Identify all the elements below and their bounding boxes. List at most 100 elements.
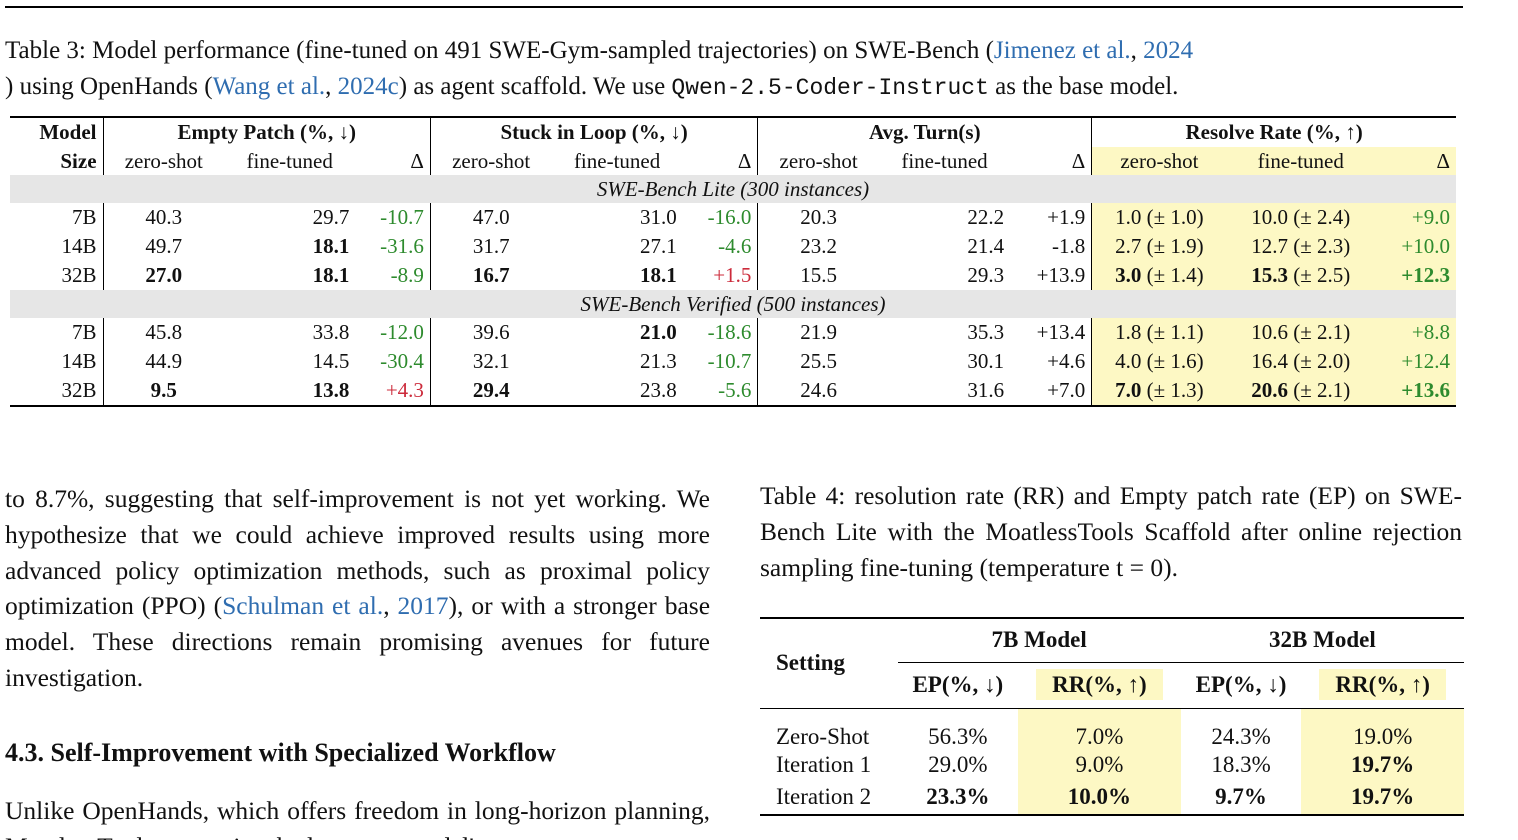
table-row: 14B 44.9 14.5 -30.4 32.1 21.3 -10.7 25.5 30.1 +4.… [10, 347, 1456, 376]
cell-rr-ft: 12.7 (± 2.3) [1226, 232, 1375, 261]
cell-rr-zs: 7.0 (± 1.3) [1091, 376, 1227, 406]
sub-t-delta: Δ [1071, 148, 1086, 173]
table4-subheader-row: EP(%, ↓) RR(%, ↑) EP(%, ↓) RR(%, ↑) [760, 662, 1464, 709]
header-7b-model: 7B Model [897, 618, 1181, 663]
cell-sl-zs: 16.7 [429, 261, 552, 290]
table3-subheader-row: Size zero-shot fine-tuned Δ zero-shot fi… [10, 147, 1456, 175]
header-setting: Setting [760, 618, 898, 709]
cell-sl-ft: 21.0 [639, 320, 677, 344]
header-ep-7b: EP(%, ↓) [897, 662, 1019, 709]
cell-t-ft: 22.2 [967, 205, 1005, 229]
header-ep-32b: EP(%, ↓) [1180, 662, 1302, 709]
citation-link-schulman[interactable]: Schulman et al. [222, 591, 384, 621]
table3-header-row: Model Empty Patch (%, ↓) Stuck in Loop (… [10, 117, 1456, 147]
cell-sl-d: -18.6 [707, 320, 752, 344]
cell-rr-ft: 10.6 (± 2.1) [1226, 318, 1375, 347]
cell-sl-d: -4.6 [718, 234, 752, 258]
cell-ep32: 24.3% [1211, 724, 1271, 749]
citation-year-link-2017[interactable]: 2017 [397, 591, 449, 621]
cell-ep7: 56.3% [928, 724, 988, 749]
cell-ep-d: -12.0 [380, 320, 424, 344]
cell-size: 32B [61, 263, 97, 287]
sub-rr-delta: Δ [1374, 147, 1456, 175]
top-rule [5, 6, 1463, 8]
cell-ep-ft: 18.1 [312, 263, 350, 287]
cell-sl-ft: 27.1 [639, 234, 677, 258]
cell-sl-zs: 31.7 [429, 232, 552, 261]
cell-sl-d: -10.7 [707, 349, 752, 373]
cell-rr-zs: 2.7 (± 1.9) [1091, 232, 1227, 261]
cell-t-ft: 30.1 [967, 349, 1005, 373]
table-row: 7B 45.8 33.8 -12.0 39.6 21.0 -18.6 21.9 35.3 +13.… [10, 318, 1456, 347]
cell-ep-ft: 33.8 [312, 320, 350, 344]
table-row: 14B 49.7 18.1 -31.6 31.7 27.1 -4.6 23.2 21.4 -1.8… [10, 232, 1456, 261]
cell-rr7: 7.0% [1018, 708, 1181, 750]
sub-ep-zero-shot: zero-shot [102, 147, 225, 175]
cell-size: 7B [72, 205, 97, 229]
cell-t-ft: 31.6 [967, 378, 1005, 402]
cell-sl-zs: 29.4 [429, 376, 552, 406]
cell-t-d: +13.4 [1036, 320, 1086, 344]
sub-sl-fine-tuned: fine-tuned [573, 148, 661, 173]
cell-rr7: 10.0% [1018, 779, 1181, 815]
citation-link-wang[interactable]: Wang et al. [212, 73, 326, 100]
cell-ep32: 9.7% [1215, 783, 1267, 809]
cell-size: 14B [61, 349, 97, 373]
table-row: 32B 27.0 18.1 -8.9 16.7 18.1 +1.5 15.5 29.3 +13.9… [10, 261, 1456, 290]
cell-t-zs: 23.2 [757, 232, 879, 261]
cell-rr-zs: 1.0 (± 1.0) [1091, 203, 1227, 232]
sub-rr-fine-tuned: fine-tuned [1226, 147, 1375, 175]
cell-rr-d: +10.0 [1374, 232, 1456, 261]
cell-t-d: +4.6 [1047, 349, 1086, 373]
cell-t-d: +7.0 [1047, 378, 1086, 402]
table-row: 7B 40.3 29.7 -10.7 47.0 31.0 -16.0 20.3 22.2 +1.9… [10, 203, 1456, 232]
cell-size: 32B [61, 378, 97, 402]
cell-ep7: 23.3% [926, 783, 990, 809]
cell-rr7: 9.0% [1018, 750, 1181, 779]
cell-size: 7B [72, 320, 97, 344]
cell-ep7: 29.0% [928, 751, 988, 777]
citation-year-link-2024[interactable]: 2024 [1143, 37, 1194, 64]
citation-link-jimenez[interactable]: Jimenez et al. [993, 37, 1131, 64]
cell-rr-ft: 20.6 (± 2.1) [1226, 376, 1375, 406]
cell-rr-zs: 4.0 (± 1.6) [1091, 347, 1227, 376]
cell-ep-zs: 45.8 [102, 318, 225, 347]
header-rr-32b: RR(%, ↑) [1301, 662, 1464, 709]
cell-rr-ft: 10.0 (± 2.4) [1226, 203, 1375, 232]
cell-t-d: +1.9 [1047, 205, 1086, 229]
table4-caption: Table 4: resolution rate (RR) and Empty … [760, 481, 1462, 582]
section-title: SWE-Bench Lite (300 instances) [10, 175, 1456, 203]
cell-sl-ft: 18.1 [639, 263, 677, 287]
cell-ep-zs: 49.7 [102, 232, 225, 261]
left-body-paragraph: to 8.7%, suggesting that self-improvemen… [5, 484, 711, 692]
cell-rr-zs: 1.8 (± 1.1) [1091, 318, 1227, 347]
cell-ep-d: -8.9 [390, 263, 424, 287]
cell-t-zs: 21.9 [757, 318, 879, 347]
header-empty-patch: Empty Patch (%, ↓) [102, 117, 431, 147]
cell-t-d: +13.9 [1036, 263, 1086, 287]
cell-rr-d: +8.8 [1374, 318, 1456, 347]
table4-header-row: Setting 7B Model 32B Model [760, 618, 1464, 709]
cell-t-zs: 24.6 [757, 376, 879, 406]
sub-sl-zero-shot: zero-shot [429, 147, 552, 175]
cell-sl-ft: 21.3 [639, 349, 677, 373]
section-row: SWE-Bench Verified (500 instances) [10, 290, 1456, 318]
table3: Model Empty Patch (%, ↓) Stuck in Loop (… [10, 116, 1456, 407]
table3-caption-text-2: ) using OpenHands ( [5, 73, 213, 100]
cell-sl-ft: 31.0 [639, 205, 677, 229]
citation-year-link-2024c[interactable]: 2024c [337, 73, 399, 100]
cell-rr-d: +12.3 [1374, 261, 1456, 290]
section-heading: 4.3. Self-Improvement with Specialized W… [5, 738, 556, 767]
cell-t-d: -1.8 [1051, 234, 1086, 258]
sub-sl-delta: Δ [737, 148, 752, 173]
header-avg-turns: Avg. Turn(s) [757, 117, 1092, 147]
cell-setting: Iteration 2 [776, 783, 872, 809]
table4: Setting 7B Model 32B Model EP(%, ↓) RR(%… [760, 617, 1464, 816]
header-size: Size [60, 148, 97, 173]
cell-ep-zs: 44.9 [102, 347, 225, 376]
cell-rr32: 19.7% [1301, 779, 1464, 815]
sub-ep-fine-tuned: fine-tuned [246, 148, 333, 173]
cell-ep-ft: 29.7 [312, 205, 350, 229]
sub-rr-zero-shot: zero-shot [1091, 147, 1227, 175]
cell-size: 14B [61, 234, 97, 258]
